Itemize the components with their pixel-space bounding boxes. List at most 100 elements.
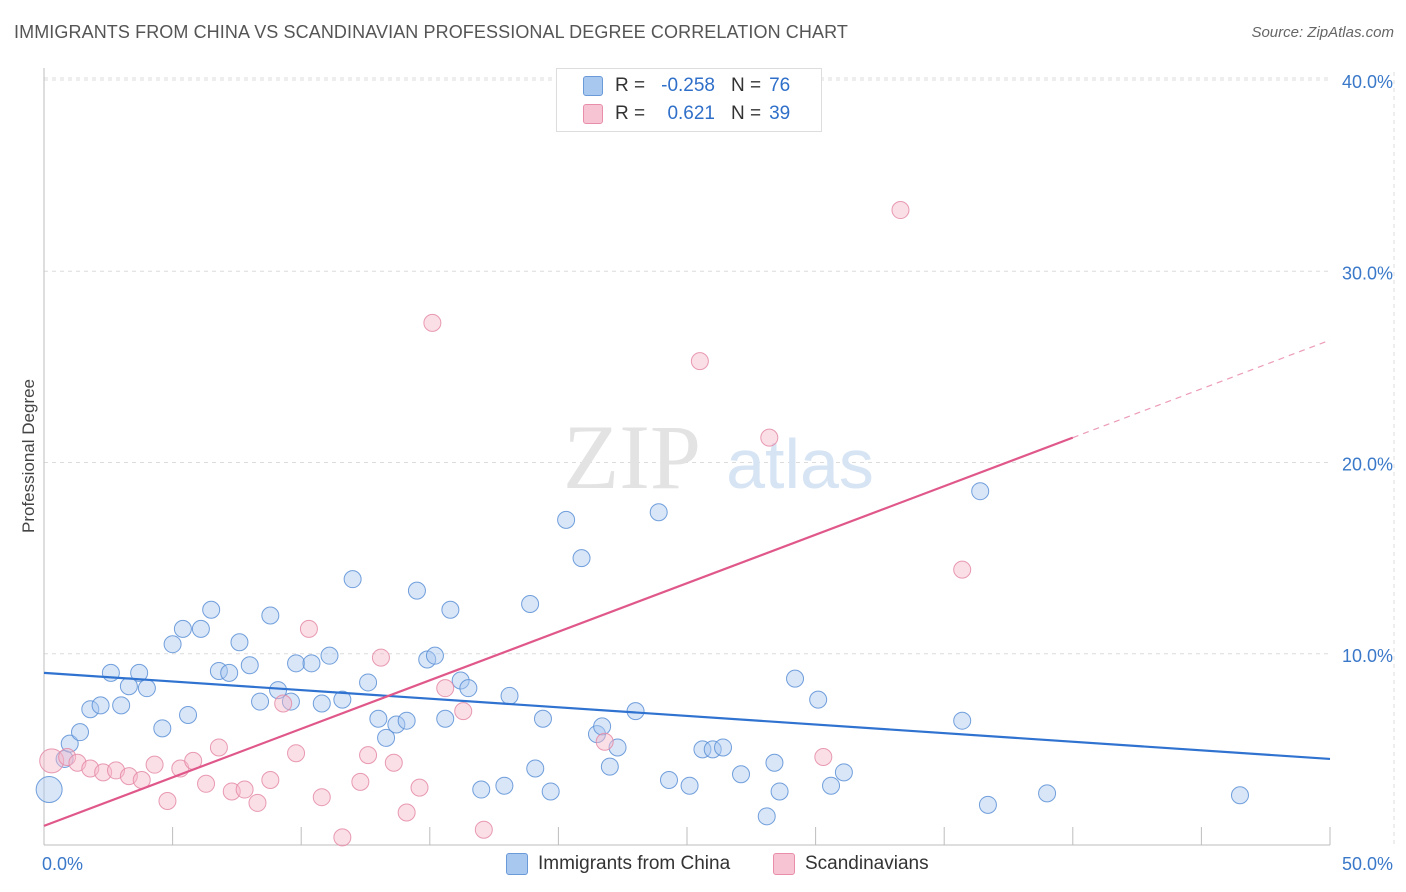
data-point [407, 581, 426, 600]
data-point [680, 776, 699, 795]
data-point [230, 633, 249, 652]
trend-line-0 [43, 671, 1331, 761]
data-point [112, 696, 131, 715]
data-point [809, 690, 828, 709]
data-point [287, 744, 306, 763]
data-point [287, 654, 306, 673]
watermark-atlas: atlas [726, 425, 874, 503]
y-tick-label: 40.0% [1342, 72, 1393, 92]
data-point [410, 778, 429, 797]
data-point [472, 780, 491, 799]
data-point [732, 765, 751, 784]
data-point [436, 679, 455, 698]
data-point [765, 753, 784, 772]
data-point [163, 635, 182, 654]
legend-swatch-china [583, 76, 603, 96]
data-point [191, 619, 210, 638]
data-point [60, 734, 79, 753]
data-point [312, 694, 331, 713]
data-point [500, 686, 519, 705]
data-point [834, 763, 853, 782]
trend-line-1 [43, 436, 1074, 827]
legend-n-value: 39 [769, 103, 791, 124]
bottom-legend-label-china: Immigrants from China [538, 853, 731, 874]
data-point [377, 728, 396, 747]
legend-n-label: N = [731, 103, 762, 124]
data-point [891, 201, 910, 220]
data-point [369, 709, 388, 728]
data-point [1230, 786, 1249, 805]
legend-n-label: N = [731, 75, 762, 96]
data-point [274, 694, 293, 713]
data-point [197, 774, 216, 793]
data-point [425, 646, 444, 665]
trend-lines [43, 339, 1331, 827]
data-point [978, 795, 997, 814]
data-point [714, 738, 733, 757]
bottom-legend-swatch-china [506, 853, 528, 875]
tick-labels: 10.0% 20.0% 30.0% 40.0% 0.0% 50.0% [42, 72, 1393, 874]
data-point [240, 656, 259, 675]
bottom-legend-label-scandinavians: Scandinavians [805, 853, 929, 874]
data-point [971, 482, 990, 501]
data-point [436, 709, 455, 728]
data-point [387, 715, 406, 734]
data-point [474, 820, 493, 839]
data-point [71, 723, 90, 742]
data-point [235, 780, 254, 799]
watermark: ZIP atlas [563, 406, 874, 508]
data-point [248, 793, 267, 812]
data-point [299, 619, 318, 638]
data-point [495, 776, 514, 795]
data-point [261, 770, 280, 789]
data-point [220, 663, 239, 682]
bottom-legend-china: Immigrants from China [506, 851, 730, 877]
watermark-zip: ZIP [563, 406, 701, 508]
data-point [770, 782, 789, 801]
data-points [35, 201, 1249, 847]
data-point [371, 648, 390, 667]
data-point [814, 748, 833, 767]
legend-n-value: 76 [769, 75, 791, 96]
data-point [557, 510, 576, 529]
legend-r-value: -0.258 [661, 75, 715, 96]
data-point [312, 788, 331, 807]
data-point [173, 619, 192, 638]
data-point [690, 352, 709, 371]
data-point [693, 740, 712, 759]
data-point [39, 748, 65, 774]
data-point [441, 600, 460, 619]
data-point [91, 696, 110, 715]
data-point [333, 690, 352, 709]
data-point [1038, 784, 1057, 803]
x-tick-label-min: 0.0% [42, 854, 83, 874]
data-point [35, 776, 63, 804]
data-point [209, 738, 228, 757]
data-point [760, 428, 779, 447]
data-point [659, 770, 678, 789]
data-point [158, 792, 177, 811]
data-point [343, 570, 362, 589]
data-point [953, 560, 972, 579]
data-point [521, 595, 540, 614]
chart-title: IMMIGRANTS FROM CHINA VS SCANDINAVIAN PR… [14, 22, 848, 42]
data-point [359, 673, 378, 692]
stats-legend: R = -0.258 N = 76 R = 0.621 N = 39 [556, 68, 822, 132]
trend-line-extension-1 [1072, 339, 1331, 439]
data-point [137, 679, 156, 698]
y-tick-label: 20.0% [1342, 455, 1393, 475]
source-label: Source: ZipAtlas.com [1251, 24, 1394, 41]
grid-lines [44, 72, 1395, 845]
data-point [572, 549, 591, 568]
data-point [145, 755, 164, 774]
series-1-points [39, 201, 972, 847]
y-tick-label: 30.0% [1342, 263, 1393, 283]
data-point [261, 606, 280, 625]
data-point [757, 807, 776, 826]
data-point [593, 717, 612, 736]
legend-r-label: R = [615, 103, 646, 124]
x-tick-label-max: 50.0% [1342, 854, 1393, 874]
data-point [533, 709, 552, 728]
data-point [179, 705, 198, 724]
